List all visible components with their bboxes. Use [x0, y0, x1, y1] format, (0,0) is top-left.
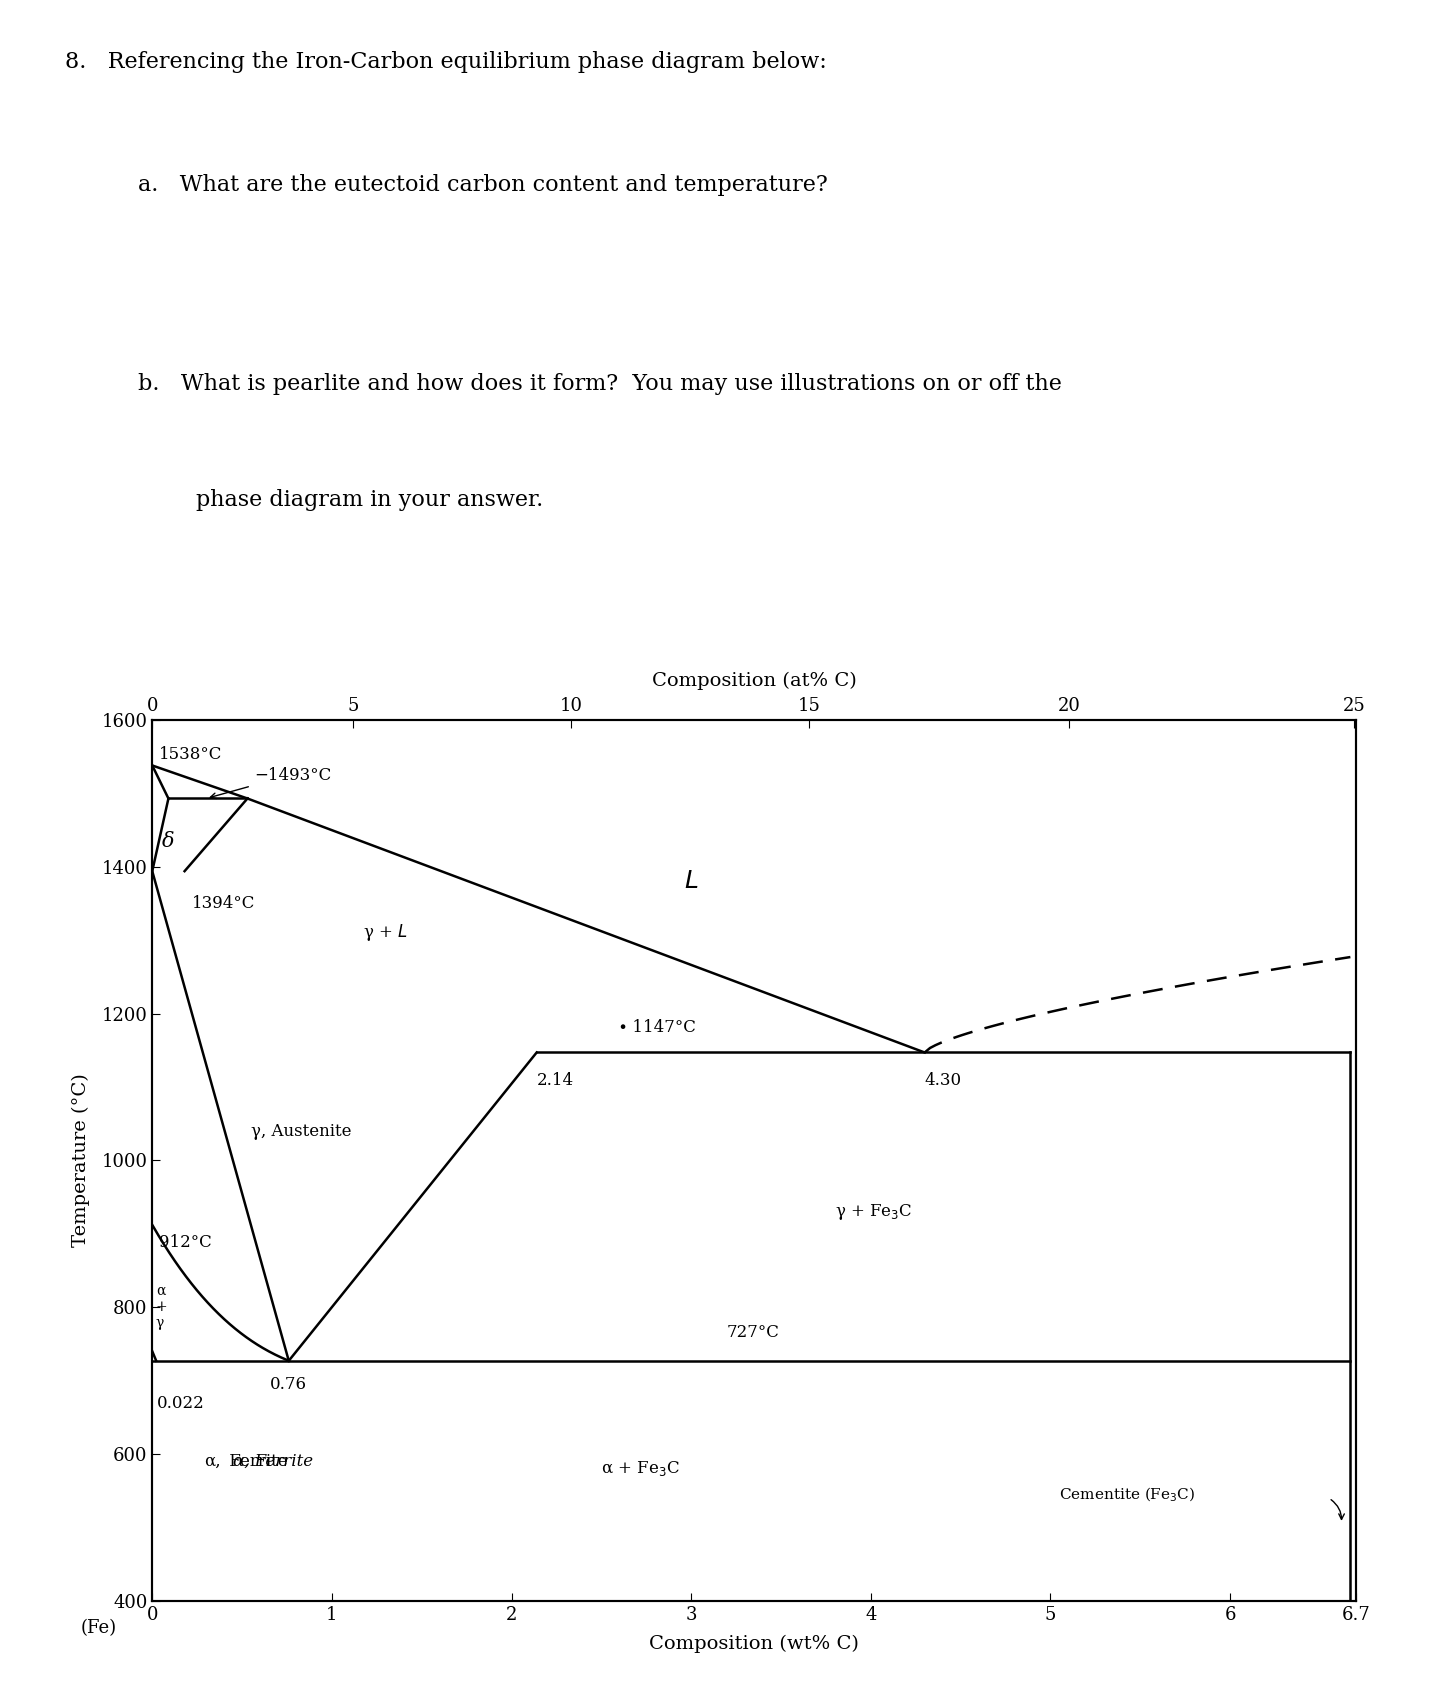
Text: Ferrite: Ferrite [225, 1453, 287, 1470]
Text: Cementite (Fe$_3$C): Cementite (Fe$_3$C) [1060, 1486, 1196, 1504]
Text: γ + Fe$_3$C: γ + Fe$_3$C [835, 1201, 912, 1221]
Text: $L$: $L$ [684, 871, 699, 893]
Text: γ, Austenite: γ, Austenite [251, 1123, 351, 1140]
Text: 727°C: 727°C [726, 1325, 780, 1342]
X-axis label: Composition (at% C): Composition (at% C) [651, 673, 857, 689]
Text: 8.   Referencing the Iron-Carbon equilibrium phase diagram below:: 8. Referencing the Iron-Carbon equilibri… [65, 51, 826, 73]
Text: (Fe): (Fe) [80, 1619, 116, 1636]
Text: a.   What are the eutectoid carbon content and temperature?: a. What are the eutectoid carbon content… [138, 174, 828, 197]
Text: 2.14: 2.14 [536, 1072, 574, 1089]
Text: α, Ferrite: α, Ferrite [233, 1453, 313, 1470]
Text: 0.76: 0.76 [270, 1376, 307, 1392]
Text: 4.30: 4.30 [925, 1072, 961, 1089]
Text: ∙ 1147°C: ∙ 1147°C [619, 1018, 696, 1035]
Text: 1394°C: 1394°C [191, 894, 255, 911]
Text: δ: δ [162, 832, 175, 850]
Text: 0.022: 0.022 [157, 1396, 204, 1413]
Text: 912°C: 912°C [160, 1233, 212, 1250]
Y-axis label: Temperature (°C): Temperature (°C) [72, 1074, 90, 1247]
Text: α + Fe$_3$C: α + Fe$_3$C [602, 1459, 680, 1479]
X-axis label: Composition (wt% C): Composition (wt% C) [650, 1635, 858, 1653]
Text: phase diagram in your answer.: phase diagram in your answer. [196, 490, 542, 512]
Text: −1493°C: −1493°C [255, 767, 332, 784]
Text: α
+
γ: α + γ [155, 1284, 167, 1330]
Text: γ + $L$: γ + $L$ [364, 922, 407, 944]
Text: 1538°C: 1538°C [160, 745, 223, 762]
Text: b.   What is pearlite and how does it form?  You may use illustrations on or off: b. What is pearlite and how does it form… [138, 373, 1061, 395]
Text: α,: α, [204, 1453, 220, 1470]
